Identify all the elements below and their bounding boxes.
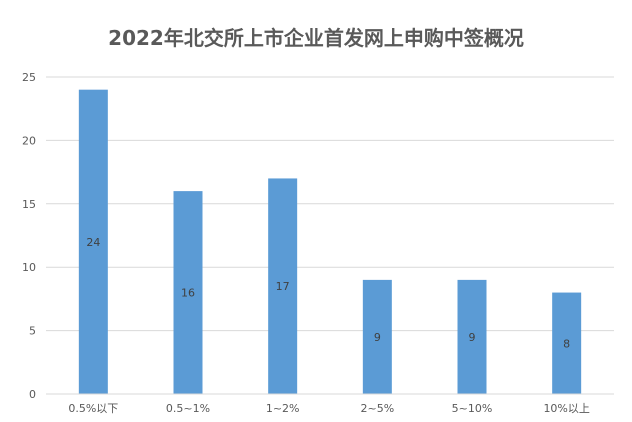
y-tick-label: 0	[29, 388, 36, 401]
x-tick-label: 1~2%	[266, 402, 300, 415]
bar-data-label: 16	[181, 287, 195, 300]
x-tick-label: 2~5%	[360, 402, 394, 415]
bar	[457, 279, 487, 394]
x-tick-label: 0.5~1%	[166, 402, 210, 415]
bar-data-label: 24	[86, 236, 100, 249]
y-tick-label: 5	[29, 325, 36, 338]
bar-data-label: 8	[563, 337, 570, 350]
bar	[552, 292, 582, 394]
y-tick-label: 25	[22, 71, 36, 84]
bar-data-label: 17	[276, 280, 290, 293]
x-tick-label: 5~10%	[452, 402, 493, 415]
chart-title: 2022年北交所上市企业首发网上申购中签概况	[108, 26, 524, 50]
y-tick-label: 10	[22, 261, 36, 274]
y-tick-label: 15	[22, 198, 36, 211]
bar-data-label: 9	[374, 331, 381, 344]
y-tick-label: 20	[22, 134, 36, 147]
x-tick-label: 10%以上	[543, 402, 589, 415]
bar	[268, 178, 298, 394]
bar	[362, 279, 392, 394]
bar-data-label: 9	[469, 331, 476, 344]
bar	[173, 191, 203, 394]
x-tick-label: 0.5%以下	[68, 402, 118, 415]
bar	[78, 89, 108, 395]
